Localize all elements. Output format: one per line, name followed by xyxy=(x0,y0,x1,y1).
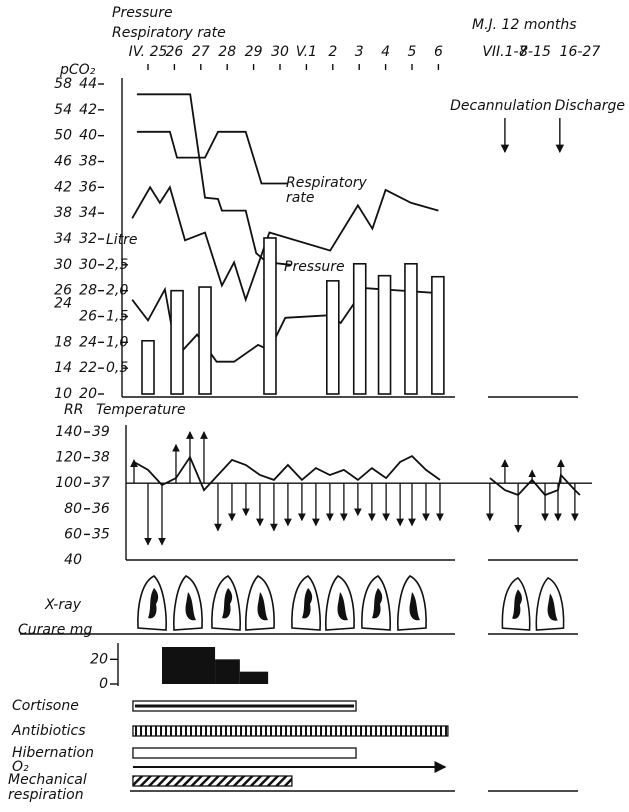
y-tick-label: 36 xyxy=(79,179,97,195)
y-tick-label: 80 xyxy=(64,501,82,517)
y-tick-label: 28 xyxy=(79,283,97,299)
x-tick-label: 5 xyxy=(408,44,417,60)
y-tick-label: 40 xyxy=(79,128,97,144)
series-label: Respiratory rate xyxy=(286,176,386,206)
bar xyxy=(199,287,211,394)
bar xyxy=(171,291,183,394)
bar xyxy=(354,264,366,394)
scale-header: Respiratory rate xyxy=(112,25,226,41)
x-tick-label: 6 xyxy=(434,44,443,60)
y-tick-label: 40 xyxy=(64,552,82,568)
y2-tick-label: 35 xyxy=(92,526,110,542)
scale-header: Pressure xyxy=(112,5,173,21)
y2-tick-label: 30 xyxy=(54,257,72,273)
bar xyxy=(405,264,417,394)
y-tick-label: 120 xyxy=(55,450,82,466)
y-tick-label: 30 xyxy=(79,257,97,273)
y2-tick-label: 10 xyxy=(54,386,72,402)
bar xyxy=(240,672,268,684)
chart-title: M.J. 12 months xyxy=(472,17,577,33)
y-tick-label: 42 xyxy=(79,102,97,118)
y2-tick-label: 37 xyxy=(92,475,110,491)
y-axis-label: RR xyxy=(64,402,83,418)
y-tick-label: 26 xyxy=(79,309,97,325)
task-label: Cortisone xyxy=(12,698,79,714)
y-tick-label: 20 xyxy=(90,651,108,667)
line xyxy=(137,132,288,184)
y2-tick-label: 18 xyxy=(54,334,72,350)
y2-tick-label: 58 xyxy=(54,76,72,92)
x-tick-label: 2 xyxy=(328,44,337,60)
x-tick-label: 30 xyxy=(271,44,289,60)
page: X-ray M.J. 12 months Pressure Respiratory … xyxy=(0,0,629,812)
x-tick-label: 8-15 xyxy=(519,44,551,60)
y-tick-label: 60 xyxy=(64,526,82,542)
chart: X-ray M.J. 12 months Pressure Respiratory … xyxy=(0,0,629,812)
bar xyxy=(432,277,444,394)
bar xyxy=(215,659,240,684)
y-tick-label: 38 xyxy=(79,154,97,170)
x-tick-label: 3 xyxy=(355,44,364,60)
y2-tick-label: 34 xyxy=(54,231,72,247)
bar xyxy=(264,238,276,394)
x-tick-label: 29 xyxy=(245,44,263,60)
x-ray-images xyxy=(138,576,564,630)
annotation: Decannulation xyxy=(450,98,552,114)
bar xyxy=(379,276,391,394)
y-tick-label: 44 xyxy=(79,76,97,92)
x-tick-label: 4 xyxy=(381,44,390,60)
y2-tick-label: 50 xyxy=(54,128,72,144)
y2-tick-label: 24 xyxy=(54,296,72,312)
task-bar xyxy=(133,776,292,786)
y2-tick-label: 38 xyxy=(54,205,72,221)
x-tick-label: 16-27 xyxy=(560,44,601,60)
x-tick-label: 26 xyxy=(165,44,183,60)
x-tick-label: 27 xyxy=(192,44,210,60)
x-ray-label: X-ray xyxy=(44,597,82,613)
y2-tick-label: 36 xyxy=(92,501,110,517)
y2-axis-label: Temperature xyxy=(96,402,186,418)
y-tick-label: 20 xyxy=(79,386,97,402)
y2-tick-label: 54 xyxy=(54,102,72,118)
y2-tick-label: 42 xyxy=(54,179,72,195)
y2-tick-label: 38 xyxy=(92,450,110,466)
bar xyxy=(142,341,154,394)
y-tick-label: 24 xyxy=(79,334,97,350)
annotation: Discharge xyxy=(555,98,625,114)
x-tick-label: V.1 xyxy=(296,44,317,60)
line xyxy=(134,456,580,495)
task-bar xyxy=(133,748,356,758)
y-tick-label: 0 xyxy=(99,676,108,692)
y-tick-label: 34 xyxy=(79,205,97,221)
y-tick-label: 140 xyxy=(55,424,82,440)
y-tick-label: 100 xyxy=(55,475,82,491)
bar xyxy=(327,281,339,394)
y2-tick-label: 46 xyxy=(54,154,72,170)
series-label: Pressure xyxy=(284,260,364,275)
task-label: Mechanical respiration xyxy=(8,773,104,803)
x-tick-label: IV. 25 xyxy=(129,44,168,60)
y-tick-label: 32 xyxy=(79,231,97,247)
x-tick-label: 28 xyxy=(218,44,236,60)
y-tick-label: 22 xyxy=(79,360,97,376)
y2-tick-label: 39 xyxy=(92,424,110,440)
y2-tick-label: 14 xyxy=(54,360,72,376)
bar xyxy=(162,647,215,684)
y3-axis-label: Litre xyxy=(106,232,138,248)
y-axis-label: Curare mg xyxy=(18,622,92,638)
task-label: Antibiotics xyxy=(11,723,86,739)
task-bar xyxy=(133,726,448,736)
